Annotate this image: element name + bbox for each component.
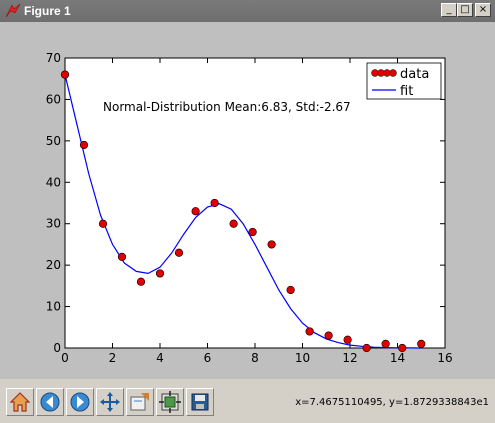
data-point [117, 252, 127, 261]
distribution-annotation: Normal-Distribution Mean:6.83, Std:-2.67 [103, 100, 351, 114]
y-tick-label: 0 [53, 341, 61, 355]
subplots-config-icon [159, 391, 181, 413]
data-point [79, 140, 89, 150]
legend-label-data: data [400, 67, 429, 82]
x-tick-label: 16 [437, 351, 452, 365]
data-points [60, 70, 426, 353]
pan-move-icon [100, 392, 120, 412]
navigation-toolbar: x=7.4675110495, y=1.8729338843e1 [0, 385, 495, 423]
y-tick-label: 10 [46, 300, 61, 314]
y-tick-label: 30 [46, 217, 61, 231]
y-tick-label: 20 [46, 258, 61, 272]
y-tick-label: 50 [46, 134, 61, 148]
fit-curve [64, 74, 422, 349]
window-titlebar[interactable]: Figure 1 _ □ × [0, 0, 495, 22]
legend-marker-dot [389, 69, 397, 77]
data-point [286, 285, 295, 295]
back-button[interactable] [36, 388, 64, 416]
forward-arrow-icon [70, 392, 90, 412]
fit-line [64, 74, 422, 349]
zoom-rect-icon [130, 393, 149, 411]
x-tick-label: 10 [295, 351, 310, 365]
legend: data fit [366, 62, 442, 100]
data-point [398, 343, 407, 353]
x-tick-label: 8 [251, 351, 259, 365]
y-tick-label: 40 [46, 175, 61, 189]
home-button[interactable] [6, 388, 34, 416]
data-point [267, 240, 276, 249]
window-title: Figure 1 [24, 4, 71, 18]
data-point [174, 248, 184, 257]
x-tick-label: 12 [342, 351, 357, 365]
data-point [191, 207, 200, 216]
data-point [362, 343, 371, 353]
data-point [305, 327, 314, 336]
back-arrow-icon [40, 392, 60, 412]
figure-canvas[interactable]: 0 2 4 6 8 10 12 14 16 0 10 20 30 40 50 60 70 Normal-Dist… [0, 22, 495, 379]
x-tick-label: 14 [390, 351, 405, 365]
tk-feather-icon [5, 3, 21, 18]
forward-button[interactable] [66, 388, 94, 416]
maximize-button[interactable]: □ [457, 3, 473, 17]
cursor-coordinates: x=7.4675110495, y=1.8729338843e1 [295, 397, 489, 408]
plot-area[interactable]: 0 2 4 6 8 10 12 14 16 0 10 20 30 40 50 60 70 Normal-Dist… [0, 22, 495, 379]
data-point [324, 331, 333, 340]
data-point [98, 219, 108, 228]
save-disk-icon [191, 393, 209, 411]
save-button[interactable] [186, 388, 214, 416]
data-point [136, 277, 146, 286]
x-tick-label: 0 [61, 351, 69, 365]
data-point [417, 339, 426, 348]
y-tick-label: 70 [46, 51, 61, 65]
x-tick-label: 6 [204, 351, 212, 365]
data-point [60, 70, 70, 79]
data-point [248, 227, 257, 237]
zoom-button[interactable] [126, 388, 154, 416]
y-tick-label: 60 [46, 92, 61, 106]
pan-button[interactable] [96, 388, 124, 416]
data-point [343, 335, 352, 344]
data-point [229, 219, 238, 228]
legend-label-fit: fit [400, 84, 413, 99]
home-icon [9, 392, 31, 412]
axis-ticks: 0 2 4 6 8 10 12 14 16 0 10 20 30 40 50 60 70 [46, 51, 453, 365]
x-tick-label: 2 [109, 351, 117, 365]
subplots-button[interactable] [156, 388, 184, 416]
minimize-button[interactable]: _ [441, 3, 457, 17]
data-point [155, 269, 165, 278]
data-point [381, 339, 390, 348]
legend-data-marker [371, 69, 397, 77]
x-tick-label: 4 [156, 351, 164, 365]
axes-background [64, 57, 446, 349]
data-point [210, 198, 219, 208]
close-button[interactable]: × [475, 3, 491, 17]
legend-box [366, 62, 442, 100]
